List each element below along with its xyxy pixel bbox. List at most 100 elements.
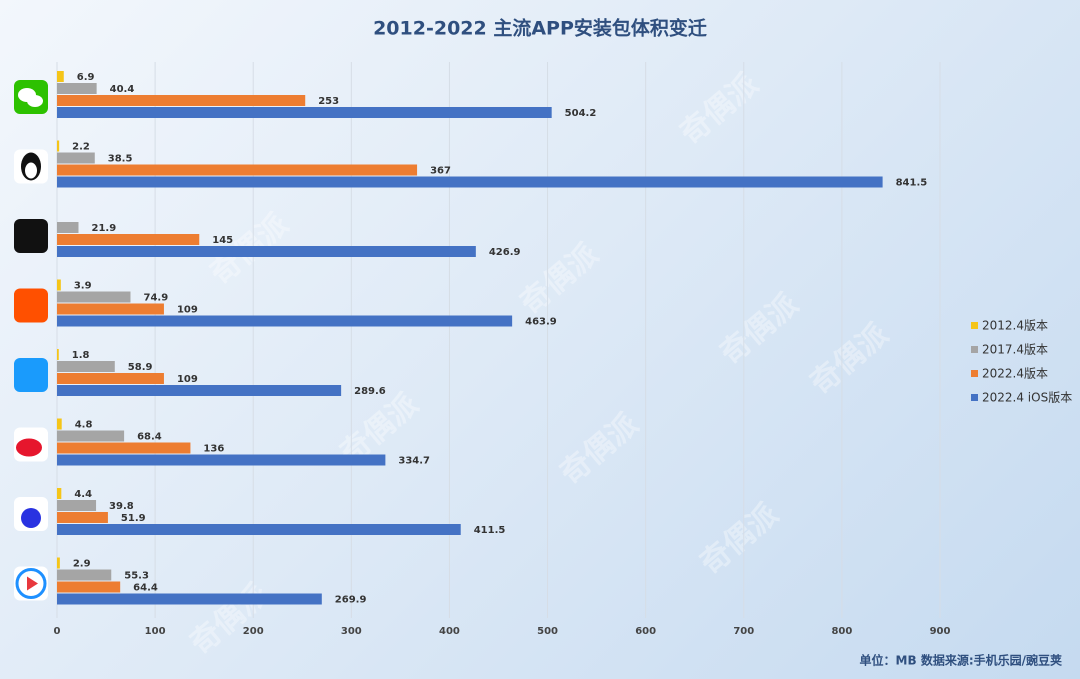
bar [57, 430, 125, 442]
icon-shape [25, 162, 37, 179]
legend-label: 2022.4版本 [982, 367, 1048, 381]
icon-shape [21, 508, 41, 528]
value-label: 841.5 [896, 178, 928, 189]
value-label: 504.2 [565, 108, 597, 119]
bar [57, 222, 79, 233]
value-label: 55.3 [124, 571, 149, 582]
app-icon [14, 288, 48, 323]
value-label: 3.9 [74, 281, 92, 292]
value-label: 463.9 [525, 317, 557, 328]
watermark: 奇偶派 [714, 287, 805, 372]
value-label: 426.9 [489, 247, 521, 258]
bar [57, 442, 191, 454]
legend-label: 2012.4版本 [982, 319, 1048, 333]
bar [57, 569, 112, 581]
bar [57, 71, 64, 82]
bar [57, 234, 200, 245]
x-tick-label: 900 [930, 626, 951, 637]
value-label: 38.5 [108, 154, 133, 165]
bar [57, 373, 164, 384]
x-tick-label: 100 [145, 626, 166, 637]
legend-swatch [971, 346, 978, 353]
bar [57, 349, 59, 360]
bar [57, 107, 552, 118]
value-label: 40.4 [110, 84, 135, 95]
x-tick-label: 800 [831, 626, 852, 637]
value-label: 1.8 [72, 350, 90, 361]
bar [57, 581, 121, 593]
value-label: 109 [177, 374, 198, 385]
icon-shape [15, 568, 47, 599]
value-label: 411.5 [474, 525, 506, 536]
bar [57, 512, 108, 523]
watermark: 奇偶派 [514, 237, 605, 322]
value-label: 68.4 [137, 432, 162, 443]
watermark: 奇偶派 [554, 407, 645, 492]
bar [57, 418, 62, 430]
x-tick-label: 0 [54, 626, 61, 637]
watermark: 奇偶派 [184, 577, 275, 662]
bar [57, 500, 97, 511]
bar [57, 152, 95, 164]
bar [57, 361, 115, 372]
legend-swatch [971, 394, 978, 401]
x-tick-label: 200 [243, 626, 264, 637]
icon-shape [27, 95, 43, 107]
legend-swatch [971, 322, 978, 329]
legend-label: 2017.4版本 [982, 343, 1048, 357]
value-label: 4.8 [75, 420, 93, 431]
bar [57, 291, 131, 303]
value-label: 4.4 [74, 489, 92, 500]
value-label: 2.2 [72, 142, 90, 153]
bar [57, 83, 97, 94]
x-tick-label: 400 [439, 626, 460, 637]
x-tick-label: 700 [733, 626, 754, 637]
bar [57, 524, 461, 535]
app-icon [14, 358, 48, 392]
x-tick-label: 300 [341, 626, 362, 637]
bar [57, 95, 306, 106]
value-label: 334.7 [398, 456, 430, 467]
value-label: 2.9 [73, 559, 91, 570]
bar [57, 488, 62, 499]
watermark: 奇偶派 [804, 317, 895, 402]
bar [57, 164, 418, 176]
chart-title: 2012-2022 主流APP安装包体积变迁 [373, 17, 707, 40]
value-label: 21.9 [91, 223, 116, 234]
value-label: 64.4 [133, 583, 158, 594]
value-label: 136 [203, 444, 224, 455]
bar [57, 593, 322, 605]
value-label: 269.9 [335, 595, 367, 606]
x-tick-label: 600 [635, 626, 656, 637]
icon-shape [16, 438, 42, 457]
bar [57, 557, 60, 569]
bar [57, 315, 513, 327]
note: 单位：MB 数据来源:手机乐园/豌豆荚 [860, 653, 1063, 668]
value-label: 109 [177, 305, 198, 316]
value-label: 74.9 [143, 293, 168, 304]
watermark: 奇偶派 [694, 497, 785, 582]
bar [57, 279, 61, 291]
value-label: 51.9 [121, 513, 146, 524]
value-label: 367 [430, 166, 451, 177]
legend-label: 2022.4 iOS版本 [982, 391, 1072, 405]
app-icon [14, 219, 48, 253]
value-label: 58.9 [128, 362, 153, 373]
value-label: 145 [212, 235, 233, 246]
value-label: 253 [318, 96, 339, 107]
value-label: 289.6 [354, 386, 386, 397]
bar [57, 246, 476, 257]
value-label: 6.9 [77, 72, 95, 83]
watermark: 奇偶派 [674, 67, 765, 152]
bar [57, 385, 342, 396]
icon-shape [27, 576, 38, 591]
x-tick-label: 500 [537, 626, 558, 637]
bar [57, 140, 60, 152]
bar [57, 454, 386, 466]
legend-swatch [971, 370, 978, 377]
value-label: 39.8 [109, 501, 134, 512]
bar [57, 303, 164, 315]
bar [57, 176, 883, 188]
